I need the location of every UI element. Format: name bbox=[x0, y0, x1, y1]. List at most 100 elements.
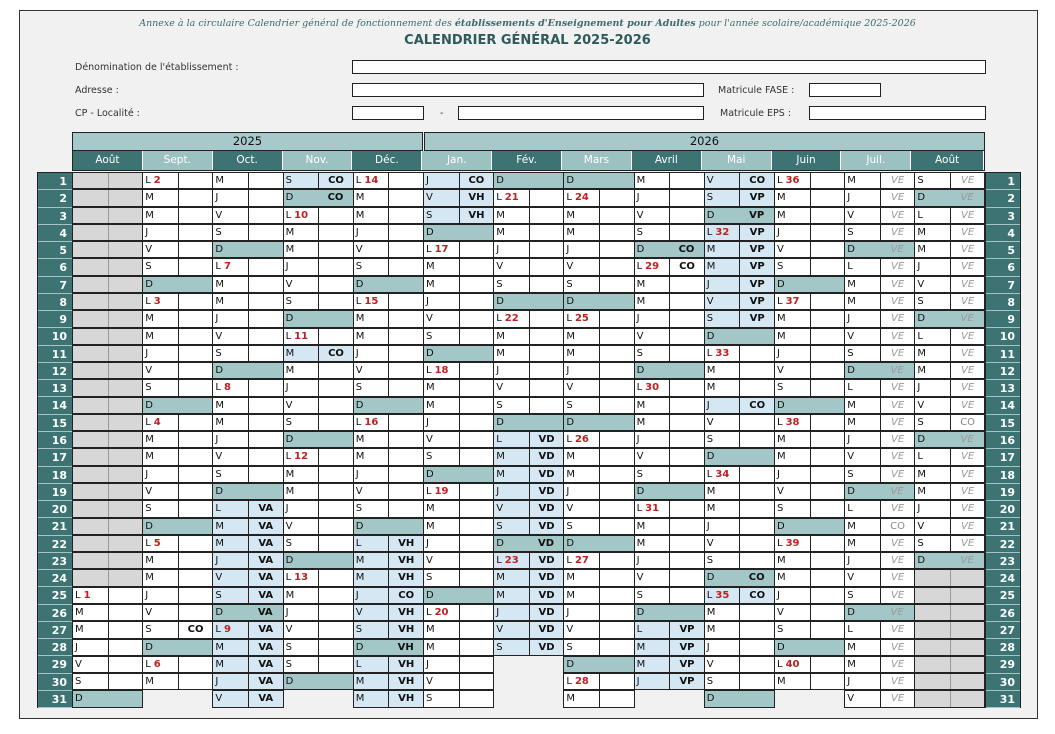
day-cell[interactable]: M bbox=[142, 327, 214, 345]
day-cell[interactable]: V bbox=[423, 673, 495, 691]
day-cell[interactable]: D bbox=[563, 413, 635, 432]
day-cell[interactable] bbox=[914, 655, 986, 674]
day-cell[interactable]: V bbox=[282, 621, 354, 639]
day-cell[interactable]: V bbox=[212, 206, 284, 224]
day-cell[interactable]: J bbox=[72, 638, 144, 656]
day-cell[interactable]: L 32 VP bbox=[703, 223, 775, 242]
day-cell[interactable]: M bbox=[142, 673, 214, 691]
day-cell[interactable]: M bbox=[282, 465, 354, 484]
day-cell[interactable]: D bbox=[352, 517, 424, 535]
day-cell[interactable]: M bbox=[493, 344, 565, 363]
day-cell[interactable]: D bbox=[493, 413, 565, 432]
day-cell[interactable]: V VE bbox=[914, 275, 986, 293]
eps-field[interactable] bbox=[809, 106, 986, 120]
day-cell[interactable]: D bbox=[493, 172, 565, 190]
day-cell[interactable]: M bbox=[703, 500, 775, 518]
day-cell[interactable]: L 15 bbox=[352, 292, 424, 311]
day-cell[interactable]: M bbox=[142, 552, 214, 570]
day-cell[interactable]: M bbox=[212, 172, 284, 190]
day-cell[interactable]: D bbox=[563, 534, 635, 553]
day-cell[interactable]: V bbox=[282, 275, 354, 293]
day-cell[interactable]: S VE bbox=[844, 465, 916, 484]
day-cell[interactable]: L 37 bbox=[774, 292, 846, 311]
day-cell[interactable]: J bbox=[142, 223, 214, 242]
day-cell[interactable]: S VE bbox=[914, 172, 986, 190]
day-cell[interactable] bbox=[72, 362, 144, 380]
day-cell[interactable]: M bbox=[633, 172, 705, 190]
day-cell[interactable] bbox=[914, 569, 986, 587]
day-cell[interactable]: D bbox=[212, 483, 284, 501]
day-cell[interactable]: V bbox=[423, 431, 495, 449]
day-cell[interactable]: S bbox=[142, 258, 214, 276]
day-cell[interactable]: J bbox=[774, 344, 846, 363]
day-cell[interactable]: M bbox=[563, 448, 635, 466]
day-cell[interactable]: M bbox=[212, 292, 284, 311]
day-cell[interactable]: J bbox=[774, 586, 846, 604]
day-cell[interactable] bbox=[72, 517, 144, 535]
day-cell[interactable]: V bbox=[633, 569, 705, 587]
day-cell[interactable]: J bbox=[142, 586, 214, 604]
day-cell[interactable]: J bbox=[633, 189, 705, 207]
day-cell[interactable]: V bbox=[282, 396, 354, 414]
day-cell[interactable]: L VE bbox=[914, 448, 986, 466]
day-cell[interactable]: M bbox=[563, 569, 635, 587]
day-cell[interactable]: M bbox=[212, 396, 284, 414]
day-cell[interactable]: D VE bbox=[914, 310, 986, 328]
day-cell[interactable]: V bbox=[142, 241, 214, 259]
day-cell[interactable]: M VD bbox=[493, 586, 565, 604]
day-cell[interactable]: D bbox=[423, 465, 495, 484]
day-cell[interactable]: D bbox=[142, 396, 214, 414]
day-cell[interactable]: L 25 bbox=[563, 310, 635, 328]
fase-field[interactable] bbox=[809, 83, 881, 97]
day-cell[interactable]: S bbox=[142, 500, 214, 518]
day-cell[interactable]: D bbox=[142, 638, 214, 656]
day-cell[interactable]: L 30 bbox=[633, 379, 705, 397]
day-cell[interactable]: M VE bbox=[914, 241, 986, 259]
day-cell[interactable] bbox=[72, 465, 144, 484]
day-cell[interactable]: M bbox=[563, 690, 635, 708]
day-cell[interactable]: V bbox=[493, 258, 565, 276]
day-cell[interactable]: J bbox=[142, 344, 214, 363]
day-cell[interactable]: J VE bbox=[914, 379, 986, 397]
day-cell[interactable]: V bbox=[423, 310, 495, 328]
day-cell[interactable]: L 26 bbox=[563, 431, 635, 449]
day-cell[interactable]: S bbox=[282, 534, 354, 553]
day-cell[interactable]: S VD bbox=[493, 638, 565, 656]
day-cell[interactable] bbox=[72, 310, 144, 328]
day-cell[interactable]: S CO bbox=[282, 172, 354, 190]
day-cell[interactable]: S VP bbox=[703, 189, 775, 207]
day-cell[interactable]: L 29 CO bbox=[633, 258, 705, 276]
day-cell[interactable]: V bbox=[703, 413, 775, 432]
day-cell[interactable]: D bbox=[352, 275, 424, 293]
day-cell[interactable] bbox=[72, 206, 144, 224]
day-cell[interactable]: M bbox=[774, 431, 846, 449]
day-cell[interactable]: L VH bbox=[352, 534, 424, 553]
day-cell[interactable]: L 36 bbox=[774, 172, 846, 190]
day-cell[interactable]: V bbox=[142, 604, 214, 622]
day-cell[interactable]: J VE bbox=[844, 189, 916, 207]
day-cell[interactable]: V bbox=[703, 534, 775, 553]
day-cell[interactable]: M VD bbox=[493, 569, 565, 587]
day-cell[interactable]: M VP bbox=[633, 638, 705, 656]
day-cell[interactable]: M bbox=[352, 448, 424, 466]
day-cell[interactable]: D bbox=[423, 223, 495, 242]
day-cell[interactable]: M bbox=[72, 604, 144, 622]
day-cell[interactable]: D bbox=[212, 241, 284, 259]
day-cell[interactable]: M bbox=[352, 431, 424, 449]
day-cell[interactable]: L 28 bbox=[563, 673, 635, 691]
day-cell[interactable]: J VE bbox=[844, 552, 916, 570]
day-cell[interactable]: M VD bbox=[493, 448, 565, 466]
day-cell[interactable]: S bbox=[633, 344, 705, 363]
day-cell[interactable]: J bbox=[282, 258, 354, 276]
day-cell[interactable]: M bbox=[633, 534, 705, 553]
day-cell[interactable]: V bbox=[352, 241, 424, 259]
day-cell[interactable]: V VA bbox=[212, 569, 284, 587]
day-cell[interactable]: D bbox=[633, 483, 705, 501]
day-cell[interactable]: M VE bbox=[844, 172, 916, 190]
day-cell[interactable] bbox=[72, 448, 144, 466]
day-cell[interactable]: L 35 CO bbox=[703, 586, 775, 604]
day-cell[interactable]: S bbox=[423, 327, 495, 345]
day-cell[interactable]: M bbox=[423, 275, 495, 293]
